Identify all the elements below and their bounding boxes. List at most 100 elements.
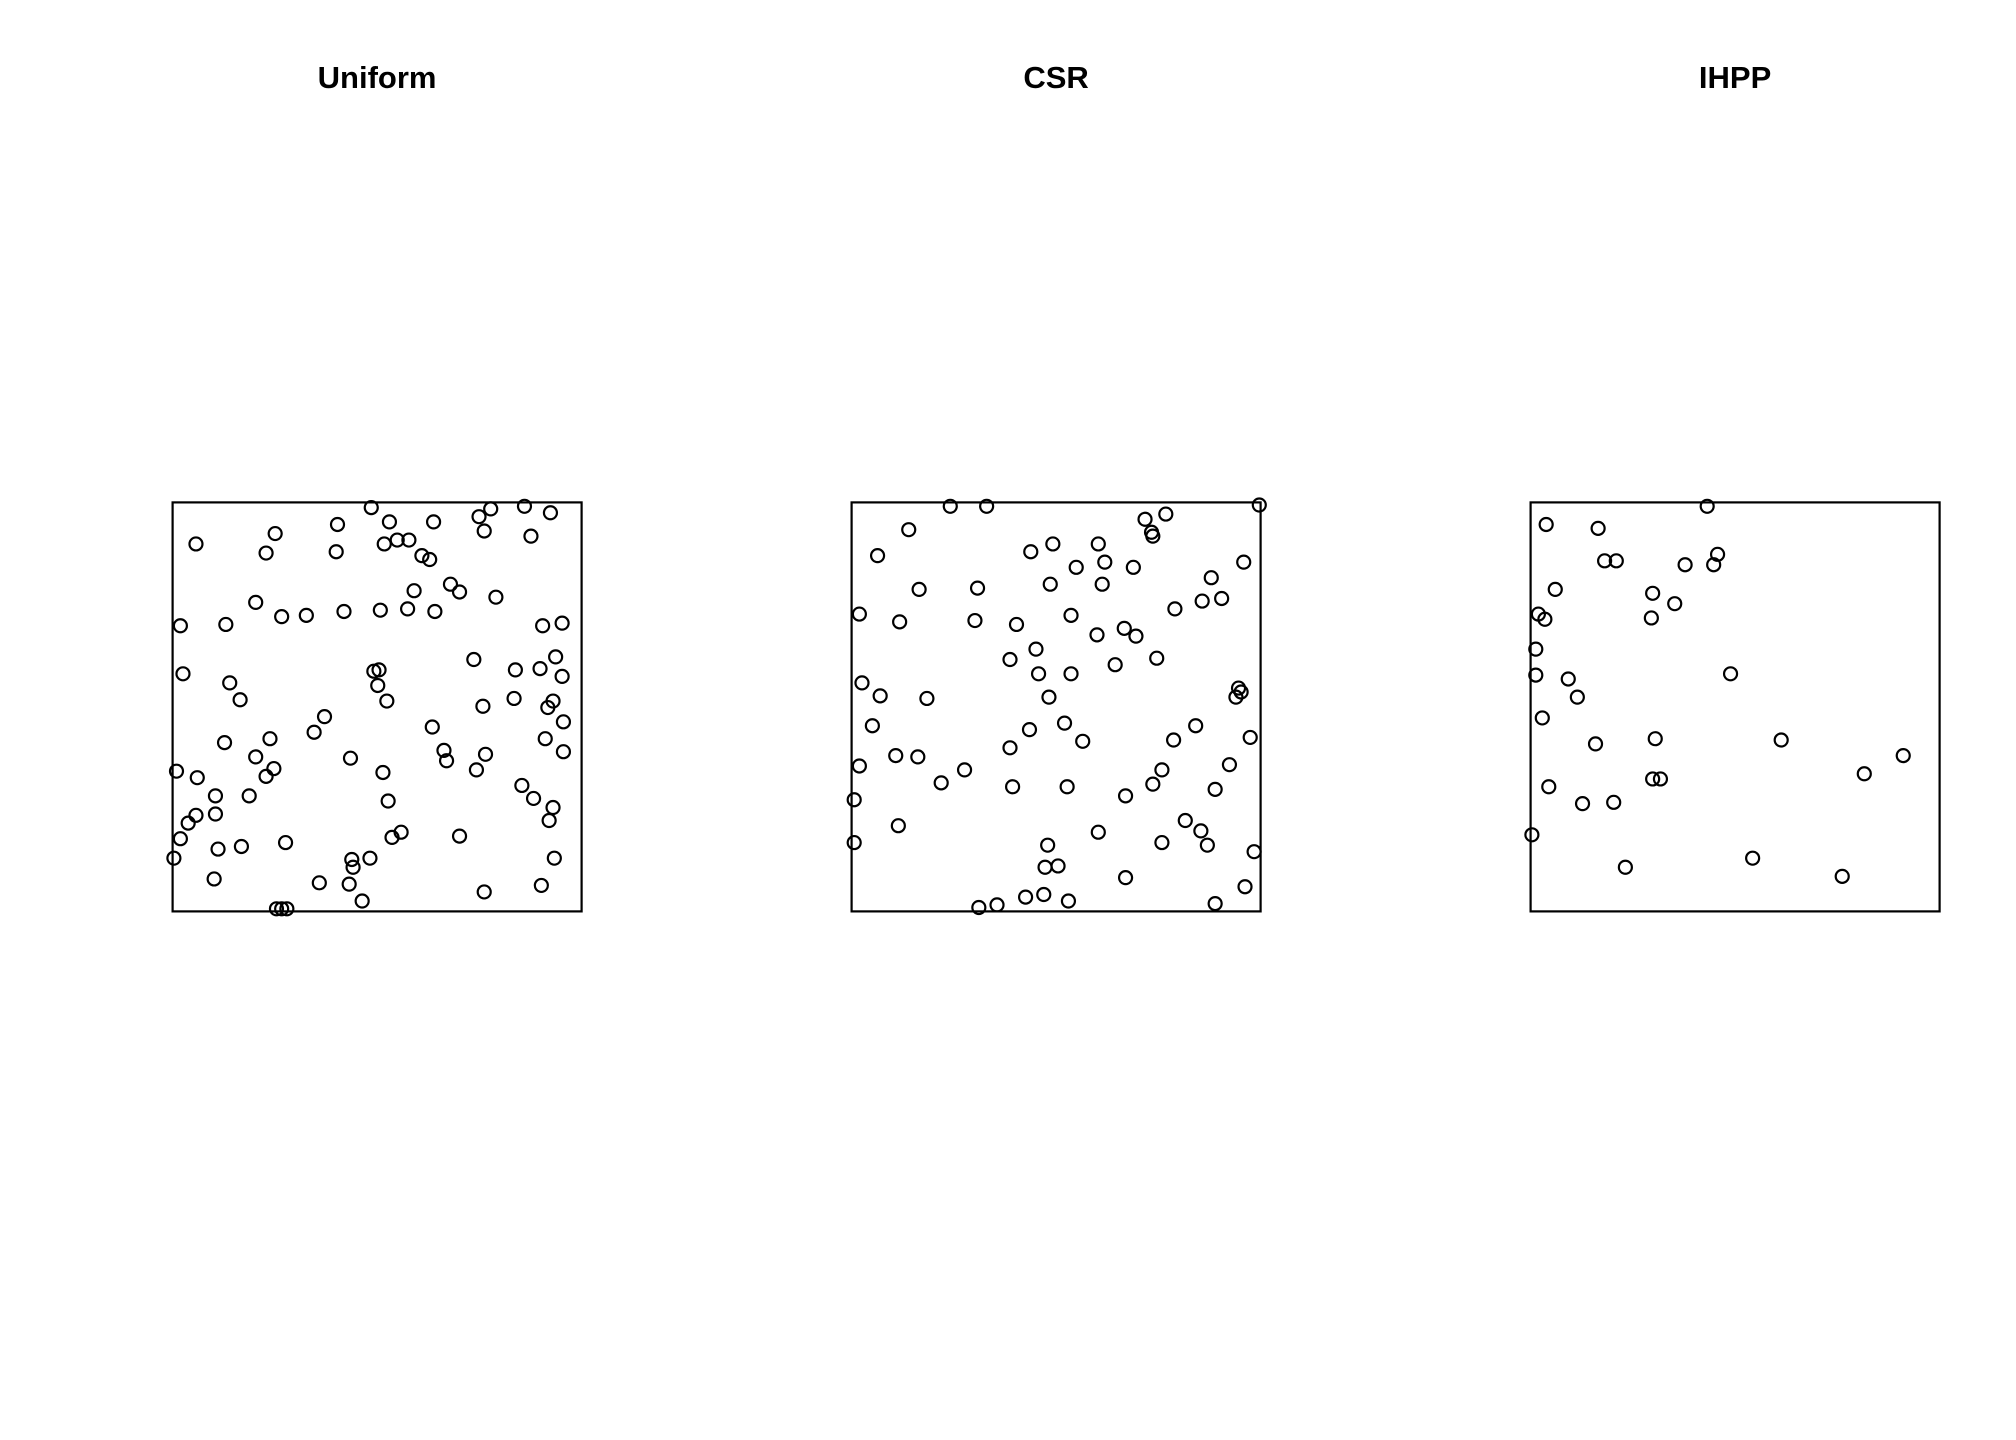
point bbox=[1017, 889, 1034, 905]
point bbox=[1617, 859, 1633, 875]
point bbox=[1036, 886, 1052, 903]
point bbox=[1569, 689, 1585, 705]
point bbox=[1541, 779, 1557, 795]
point bbox=[1597, 553, 1613, 569]
point bbox=[1028, 641, 1044, 657]
point bbox=[279, 901, 295, 917]
point bbox=[1177, 812, 1193, 829]
point bbox=[523, 528, 539, 544]
point bbox=[901, 522, 917, 538]
plot-frame bbox=[171, 501, 583, 913]
point bbox=[232, 692, 248, 708]
point bbox=[546, 850, 562, 866]
point bbox=[267, 525, 283, 542]
point bbox=[919, 690, 935, 707]
point bbox=[1193, 823, 1209, 839]
point bbox=[1063, 666, 1079, 682]
point bbox=[1075, 733, 1091, 749]
point bbox=[1645, 771, 1661, 787]
point bbox=[207, 806, 224, 822]
point bbox=[1021, 722, 1038, 738]
point bbox=[1145, 776, 1161, 792]
point bbox=[381, 514, 398, 530]
point bbox=[854, 675, 870, 691]
point bbox=[476, 523, 492, 539]
point bbox=[210, 841, 226, 857]
point bbox=[541, 812, 557, 829]
point bbox=[466, 651, 482, 668]
point bbox=[1643, 610, 1659, 626]
point bbox=[1856, 766, 1872, 782]
point bbox=[258, 768, 274, 784]
point bbox=[554, 615, 570, 631]
point bbox=[1194, 593, 1210, 609]
point bbox=[376, 536, 392, 552]
point bbox=[967, 612, 983, 629]
point bbox=[1645, 585, 1661, 601]
point bbox=[476, 884, 492, 900]
point bbox=[425, 514, 442, 530]
point bbox=[329, 516, 346, 533]
point bbox=[401, 532, 417, 548]
point bbox=[342, 750, 359, 766]
point bbox=[1560, 671, 1576, 687]
point bbox=[277, 834, 294, 851]
point bbox=[1094, 576, 1110, 592]
point bbox=[389, 532, 405, 548]
point bbox=[1107, 657, 1123, 673]
point bbox=[1237, 879, 1253, 895]
chart-title: CSR bbox=[1023, 60, 1088, 95]
point bbox=[851, 606, 867, 622]
point bbox=[1214, 590, 1230, 607]
point bbox=[1056, 715, 1073, 731]
point bbox=[1547, 581, 1563, 597]
point bbox=[1167, 601, 1183, 617]
point bbox=[1590, 520, 1606, 536]
point bbox=[555, 744, 572, 760]
point bbox=[468, 762, 485, 778]
point bbox=[892, 614, 908, 630]
point bbox=[344, 851, 360, 868]
point bbox=[262, 731, 278, 747]
point bbox=[555, 714, 572, 730]
point bbox=[328, 544, 344, 560]
point bbox=[1149, 650, 1165, 666]
point bbox=[1221, 757, 1238, 773]
point bbox=[1236, 554, 1252, 570]
point bbox=[1137, 511, 1153, 527]
point bbox=[1008, 616, 1025, 633]
point bbox=[537, 731, 553, 747]
point bbox=[851, 758, 867, 774]
point bbox=[1037, 859, 1053, 875]
point bbox=[451, 828, 468, 844]
point bbox=[989, 897, 1005, 913]
point bbox=[971, 899, 987, 916]
point bbox=[1722, 666, 1739, 682]
point bbox=[1040, 837, 1056, 853]
point bbox=[516, 498, 533, 514]
point bbox=[1188, 718, 1204, 734]
point bbox=[1050, 858, 1066, 874]
point bbox=[1745, 850, 1761, 866]
point bbox=[1574, 796, 1591, 812]
point bbox=[372, 602, 388, 618]
point bbox=[298, 607, 314, 623]
point bbox=[268, 901, 285, 917]
point bbox=[222, 675, 238, 691]
point bbox=[258, 545, 274, 561]
point bbox=[1068, 559, 1084, 575]
point bbox=[507, 662, 523, 678]
point bbox=[1647, 731, 1663, 747]
point bbox=[1090, 536, 1106, 552]
point bbox=[956, 762, 973, 778]
point bbox=[532, 660, 548, 677]
point bbox=[451, 584, 468, 600]
panel: IHPP bbox=[1524, 60, 1941, 913]
point bbox=[274, 609, 290, 625]
point bbox=[554, 668, 570, 684]
point bbox=[1538, 516, 1554, 533]
point bbox=[442, 576, 459, 592]
point bbox=[1097, 554, 1113, 570]
